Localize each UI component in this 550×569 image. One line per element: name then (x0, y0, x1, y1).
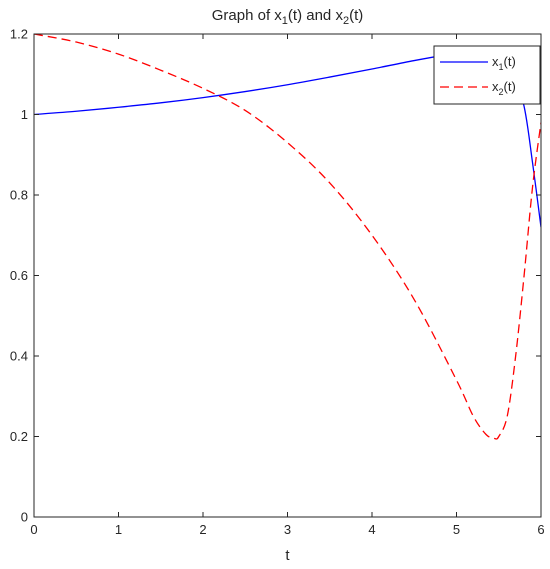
y-tick-label: 0 (21, 510, 28, 525)
text-part: (t) (504, 54, 516, 69)
x-tick-label: 5 (453, 522, 460, 537)
subscript: 1 (282, 15, 288, 27)
ticks-layer: 0 1 2 3 4 5 6 0 0.2 0.4 0.6 0.8 1 1.2 (10, 27, 545, 538)
legend-box (433, 45, 541, 105)
x-tick-label: 2 (199, 522, 206, 537)
subscript: 2 (499, 87, 504, 97)
x-tick-label: 1 (115, 522, 122, 537)
text-part: x (492, 54, 499, 69)
subscript: 2 (343, 15, 349, 27)
chart-title: Graph of x1(t) and x2(t) (212, 7, 364, 27)
x-tick-label: 0 (30, 522, 37, 537)
x-tick-label: 6 (537, 522, 544, 537)
series-line-2 (34, 34, 541, 440)
text-part: Graph of x (212, 7, 283, 24)
text-part: (t) and x (288, 7, 344, 24)
text-part: (t) (504, 79, 516, 94)
x-axis-label: t (285, 547, 290, 564)
text-part: x (492, 79, 499, 94)
y-tick-label: 0.8 (10, 188, 28, 203)
x-tick-label: 4 (368, 522, 375, 537)
axes-box (33, 33, 542, 518)
y-tick-label: 1.2 (10, 27, 28, 42)
y-tick-label: 0.6 (10, 268, 28, 283)
y-tick-label: 0.2 (10, 429, 28, 444)
subscript: 1 (499, 62, 504, 72)
text-part: (t) (349, 7, 363, 24)
y-tick-label: 0.4 (10, 349, 28, 364)
legend-label-2: x2(t) (492, 79, 516, 97)
x-tick-label: 3 (284, 522, 291, 537)
legend: x1(t)x2(t) (433, 45, 541, 105)
legend-label-1: x1(t) (492, 54, 516, 72)
y-tick-label: 1 (21, 107, 28, 122)
